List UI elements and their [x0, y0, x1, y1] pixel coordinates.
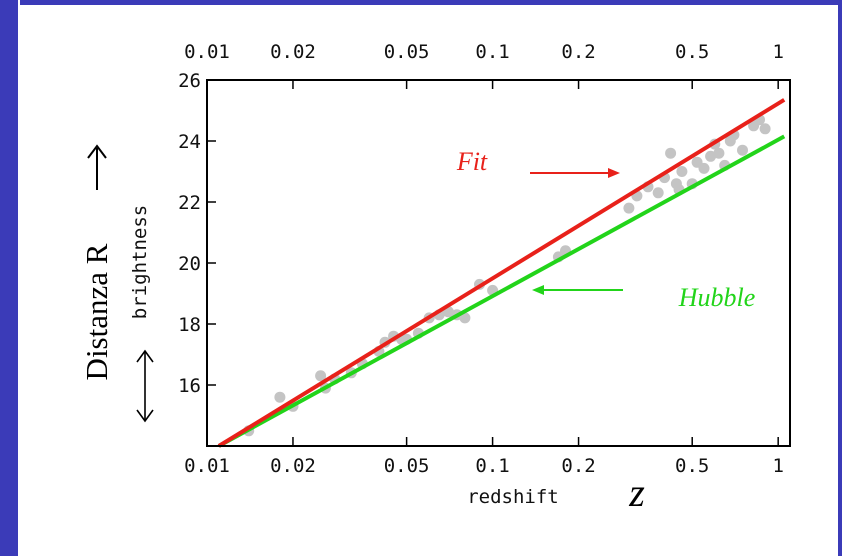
hubble-arrow-icon — [532, 285, 623, 295]
double-arrow-icon — [136, 349, 154, 423]
fit-annotation: Fit — [456, 147, 488, 176]
frame-top-bar — [0, 0, 842, 5]
outer-x-label: z — [628, 470, 645, 515]
x-tick-label-bottom: 0.02 — [270, 455, 316, 477]
data-point — [759, 123, 771, 135]
fit-line — [217, 98, 786, 448]
hubble-annotation: Hubble — [678, 283, 756, 312]
data-point — [665, 147, 677, 159]
x-tick-label-bottom: 0.5 — [675, 455, 709, 477]
y-tick-label: 16 — [178, 375, 201, 397]
x-tick-label-top: 0.2 — [561, 41, 595, 63]
x-tick-label-bottom: 0.05 — [384, 455, 430, 477]
x-tick-label-top: 0.02 — [270, 41, 316, 63]
frame-corner-gap — [18, 5, 130, 9]
hubble-line — [217, 134, 786, 448]
data-point — [705, 150, 717, 162]
frame-left-inner-line — [18, 0, 20, 556]
x-tick-label-bottom: 0.01 — [184, 455, 230, 477]
tick-layer: 0.01 0.01 0.02 0.02 0.05 0.05 0.1 0.1 0.2 0.2 0.5 0… — [178, 41, 784, 477]
x-tick-label-bottom: 0.2 — [561, 455, 595, 477]
up-arrow-icon — [87, 144, 107, 190]
x-tick-label-top: 0.01 — [184, 41, 230, 63]
frame-left-bar — [0, 0, 18, 556]
x-tick-label-top: 0.05 — [384, 41, 430, 63]
data-point — [652, 187, 664, 199]
x-axis-title: redshift — [467, 486, 559, 508]
x-tick-label-bottom: 1 — [772, 455, 783, 477]
x-tick-label-top: 1 — [772, 41, 783, 63]
outer-y-label: Distanza R — [79, 243, 114, 380]
fit-arrow-icon — [530, 168, 620, 178]
data-point — [676, 166, 688, 177]
x-tick-label-top: 0.1 — [475, 41, 509, 63]
data-point — [459, 312, 471, 324]
y-axis-title: brightness — [129, 205, 151, 319]
data-point — [737, 144, 748, 156]
frame-right-bar — [838, 0, 842, 556]
data-point — [623, 202, 635, 214]
y-tick-label: 18 — [178, 314, 201, 336]
x-tick-label-bottom: 0.1 — [475, 455, 509, 477]
y-tick-label: 22 — [178, 192, 201, 214]
y-tick-label: 24 — [178, 131, 201, 153]
series-layer — [217, 98, 786, 448]
data-point — [713, 147, 725, 159]
y-tick-label: 26 — [178, 70, 201, 92]
data-point — [274, 391, 286, 403]
x-tick-label-top: 0.5 — [675, 41, 709, 63]
data-point — [315, 370, 327, 382]
data-point — [698, 162, 710, 174]
y-tick-label: 20 — [178, 253, 201, 275]
plot-area — [207, 80, 790, 446]
